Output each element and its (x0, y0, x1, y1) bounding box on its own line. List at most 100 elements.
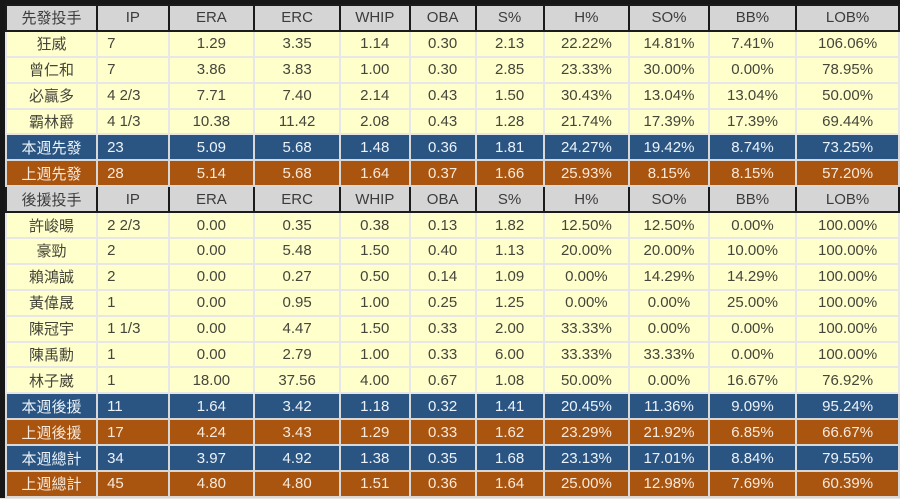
stat-cell: 1.50 (338, 237, 411, 265)
stat-cell: 0.33 (408, 314, 477, 343)
stat-cell: 106.06% (795, 29, 900, 58)
stat-cell: 1 (96, 288, 170, 317)
summary-label: 本週後援 (4, 392, 99, 421)
summary-stat-cell: 1.81 (474, 133, 545, 162)
stat-cell: 0.27 (253, 262, 341, 291)
summary-stat-cell: 11.36% (628, 392, 710, 421)
summary-stat-cell: 4.80 (253, 470, 341, 498)
section-header-label: 後援投手 (4, 185, 99, 214)
summary-stat-cell: 1.41 (474, 392, 545, 421)
stat-cell: 1 (96, 366, 170, 395)
stat-cell: 1.50 (338, 314, 411, 343)
summary-stat-cell: 0.37 (408, 159, 477, 188)
summary-stat-cell: 95.24% (795, 392, 900, 421)
column-header: IP (96, 185, 170, 214)
summary-stat-cell: 8.74% (707, 133, 798, 162)
stat-cell: 2 (96, 237, 170, 265)
stat-cell: 33.33% (628, 340, 710, 369)
player-name: 許峻暘 (4, 211, 99, 240)
summary-stat-cell: 45 (96, 470, 170, 498)
summary-stat-cell: 1.64 (167, 392, 256, 421)
stat-cell: 0.00% (628, 366, 710, 395)
stat-cell: 30.43% (542, 81, 631, 110)
stat-cell: 25.00% (707, 288, 798, 317)
player-name: 陳禹勳 (4, 340, 99, 369)
player-name: 必贏多 (4, 81, 99, 110)
stat-cell: 0.00% (628, 314, 710, 343)
summary-stat-cell: 0.35 (408, 444, 477, 473)
summary-stat-cell: 24.27% (542, 133, 631, 162)
column-header: ERC (253, 185, 341, 214)
summary-stat-cell: 23.13% (542, 444, 631, 473)
summary-stat-cell: 79.55% (795, 444, 900, 473)
player-name: 黃偉晟 (4, 288, 99, 317)
summary-stat-cell: 8.15% (707, 159, 798, 188)
stat-cell: 0.00% (707, 211, 798, 240)
stat-cell: 30.00% (628, 55, 710, 84)
stat-cell: 0.30 (408, 55, 477, 84)
summary-stat-cell: 5.14 (167, 159, 256, 188)
stat-cell: 7.41% (707, 29, 798, 58)
stat-cell: 100.00% (795, 237, 900, 265)
summary-stat-cell: 57.20% (795, 159, 900, 188)
stat-cell: 7.40 (253, 81, 341, 110)
stat-cell: 0.00 (167, 211, 256, 240)
summary-stat-cell: 11 (96, 392, 170, 421)
stat-cell: 14.29% (707, 262, 798, 291)
table-row: 後援投手 IP ERA ERC WHIP OBA S% H% SO% BB% LOB% (4, 185, 900, 214)
stat-cell: 20.00% (542, 237, 631, 265)
column-header: LOB% (795, 4, 900, 32)
summary-stat-cell: 21.92% (628, 418, 710, 447)
pitching-stats-table: 先發投手 IP ERA ERC WHIP OBA S% H% SO% BB% LOB% 狂威 7 1.29… (4, 4, 900, 498)
stat-cell: 0.25 (408, 288, 477, 317)
stat-cell: 4.47 (253, 314, 341, 343)
stat-cell: 0.50 (338, 262, 411, 291)
summary-stat-cell: 25.93% (542, 159, 631, 188)
summary-stat-cell: 7.69% (707, 470, 798, 498)
stat-cell: 0.38 (338, 211, 411, 240)
stat-cell: 18.00 (167, 366, 256, 395)
stat-cell: 11.42 (253, 107, 341, 136)
stat-cell: 0.00% (707, 314, 798, 343)
stat-cell: 20.00% (628, 237, 710, 265)
summary-stat-cell: 5.68 (253, 159, 341, 188)
stat-cell: 17.39% (628, 107, 710, 136)
stat-cell: 100.00% (795, 314, 900, 343)
stat-cell: 50.00% (795, 81, 900, 110)
summary-stat-cell: 1.66 (474, 159, 545, 188)
summary-stat-cell: 1.48 (338, 133, 411, 162)
stat-cell: 10.38 (167, 107, 256, 136)
summary-stat-cell: 3.97 (167, 444, 256, 473)
table-row: 必贏多 4 2/3 7.71 7.40 2.14 0.43 1.50 30.43% 13.04%… (4, 81, 900, 110)
stat-cell: 2 (96, 262, 170, 291)
column-header: OBA (408, 185, 477, 214)
stat-cell: 21.74% (542, 107, 631, 136)
stat-cell: 2.79 (253, 340, 341, 369)
stat-cell: 0.00% (542, 262, 631, 291)
table-row: 本週先發 23 5.09 5.68 1.48 0.36 1.81 24.27% 19.42% 8.… (4, 133, 900, 162)
summary-stat-cell: 1.68 (474, 444, 545, 473)
summary-stat-cell: 8.84% (707, 444, 798, 473)
column-header: WHIP (338, 4, 411, 32)
summary-stat-cell: 3.43 (253, 418, 341, 447)
stat-cell: 0.30 (408, 29, 477, 58)
stat-cell: 100.00% (795, 340, 900, 369)
stat-cell: 1.50 (474, 81, 545, 110)
stat-cell: 3.83 (253, 55, 341, 84)
column-header: ERA (167, 185, 256, 214)
section-header-label: 先發投手 (4, 4, 99, 32)
table-row: 先發投手 IP ERA ERC WHIP OBA S% H% SO% BB% LOB% (4, 4, 900, 32)
column-header: IP (96, 4, 170, 32)
stat-cell: 7 (96, 55, 170, 84)
summary-stat-cell: 4.80 (167, 470, 256, 498)
table-row: 豪勁 2 0.00 5.48 1.50 0.40 1.13 20.00% 20.00% 10.00… (4, 237, 900, 265)
summary-stat-cell: 1.38 (338, 444, 411, 473)
stat-cell: 2.00 (474, 314, 545, 343)
stat-cell: 1.08 (474, 366, 545, 395)
stat-cell: 1.09 (474, 262, 545, 291)
stat-cell: 2.85 (474, 55, 545, 84)
stat-cell: 16.67% (707, 366, 798, 395)
stat-cell: 2.13 (474, 29, 545, 58)
stat-cell: 17.39% (707, 107, 798, 136)
table-row: 上週後援 17 4.24 3.43 1.29 0.33 1.62 23.29% 21.92% 6.… (4, 418, 900, 447)
